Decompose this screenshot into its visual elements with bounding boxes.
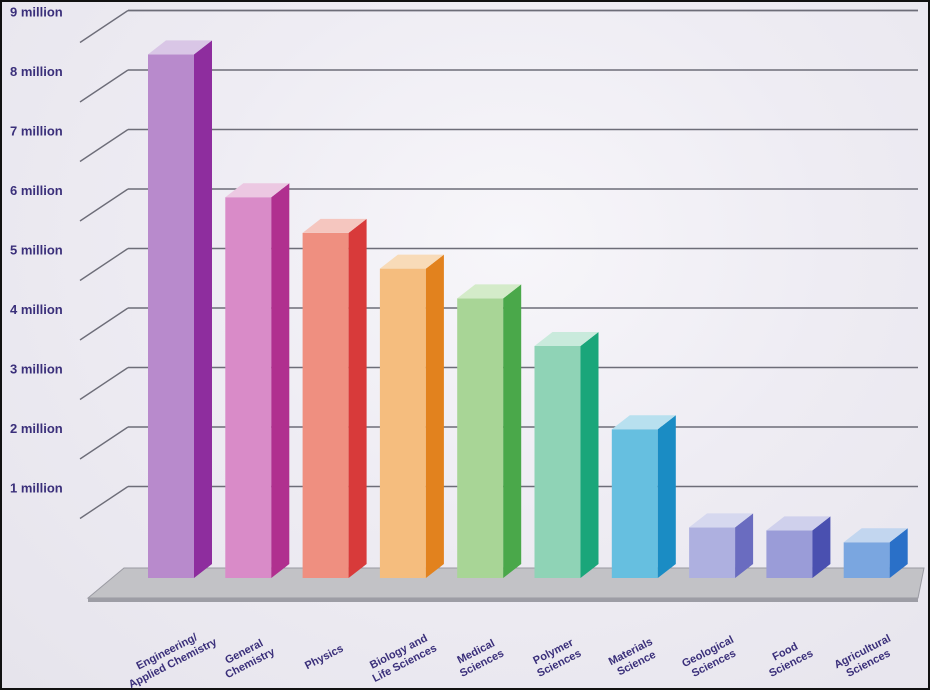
bar (303, 219, 367, 578)
gridline-diagonal (80, 11, 128, 43)
gridline-diagonal (80, 130, 128, 162)
x-category-label: GeologicalSciences (680, 634, 741, 682)
gridline-diagonal (80, 189, 128, 221)
gridline-diagonal (80, 249, 128, 281)
y-tick-label: 2 million (10, 421, 63, 436)
bar-side (658, 415, 676, 578)
bar-front (689, 527, 735, 578)
bar-front (535, 346, 581, 578)
bar (766, 516, 830, 578)
y-tick-label: 8 million (10, 64, 63, 79)
bar-front (612, 429, 658, 578)
x-category-label: GeneralChemistry (218, 634, 278, 681)
bar-front (225, 197, 271, 578)
bar-front (380, 269, 426, 578)
y-tick-label: 1 million (10, 481, 63, 496)
bar (457, 284, 521, 578)
floor-edge (88, 598, 918, 602)
gridline-diagonal (80, 427, 128, 459)
bar-front (844, 542, 890, 578)
y-tick-label: 5 million (10, 243, 63, 258)
x-category-label: AgriculturalSciences (832, 633, 898, 683)
x-category-label: Biology andLife Sciences (365, 631, 439, 685)
x-category-label: Engineering/Applied Chemistry (121, 624, 220, 690)
y-tick-label: 4 million (10, 302, 63, 317)
bar-front (457, 298, 503, 578)
gridline-diagonal (80, 487, 128, 519)
x-category-label: Physics (303, 643, 346, 673)
bar-front (303, 233, 349, 578)
y-tick-label: 7 million (10, 124, 63, 139)
gridline-diagonal (80, 368, 128, 400)
bar-side (271, 183, 289, 578)
bar-side (503, 284, 521, 578)
y-axis-labels: 1 million 2 million 3 million 4 million 5 mi… (10, 5, 63, 496)
bar (148, 40, 212, 578)
x-category-label: FoodSciences (761, 636, 815, 680)
bar-side (349, 219, 367, 578)
gridline-diagonal (80, 308, 128, 340)
bar-side (194, 40, 212, 578)
x-category-label: MedicalSciences (452, 636, 506, 680)
y-tick-label: 9 million (10, 5, 63, 20)
bar-front (766, 530, 812, 578)
bar (612, 415, 676, 578)
gridline-diagonal (80, 70, 128, 102)
bar (844, 528, 908, 578)
x-axis-labels: Engineering/Applied Chemistry GeneralChem… (121, 624, 899, 690)
y-tick-label: 6 million (10, 183, 63, 198)
y-tick-label: 3 million (10, 362, 63, 377)
bar (535, 332, 599, 578)
bar-front (148, 54, 194, 578)
bar-side (426, 255, 444, 578)
bar (689, 513, 753, 578)
x-category-line: Physics (303, 643, 346, 673)
bar-side (581, 332, 599, 578)
bars-layer (148, 40, 908, 578)
bar (225, 183, 289, 578)
x-category-label: PolymerSciences (529, 636, 583, 680)
bar (380, 255, 444, 578)
x-category-label: MaterialsScience (607, 636, 661, 680)
